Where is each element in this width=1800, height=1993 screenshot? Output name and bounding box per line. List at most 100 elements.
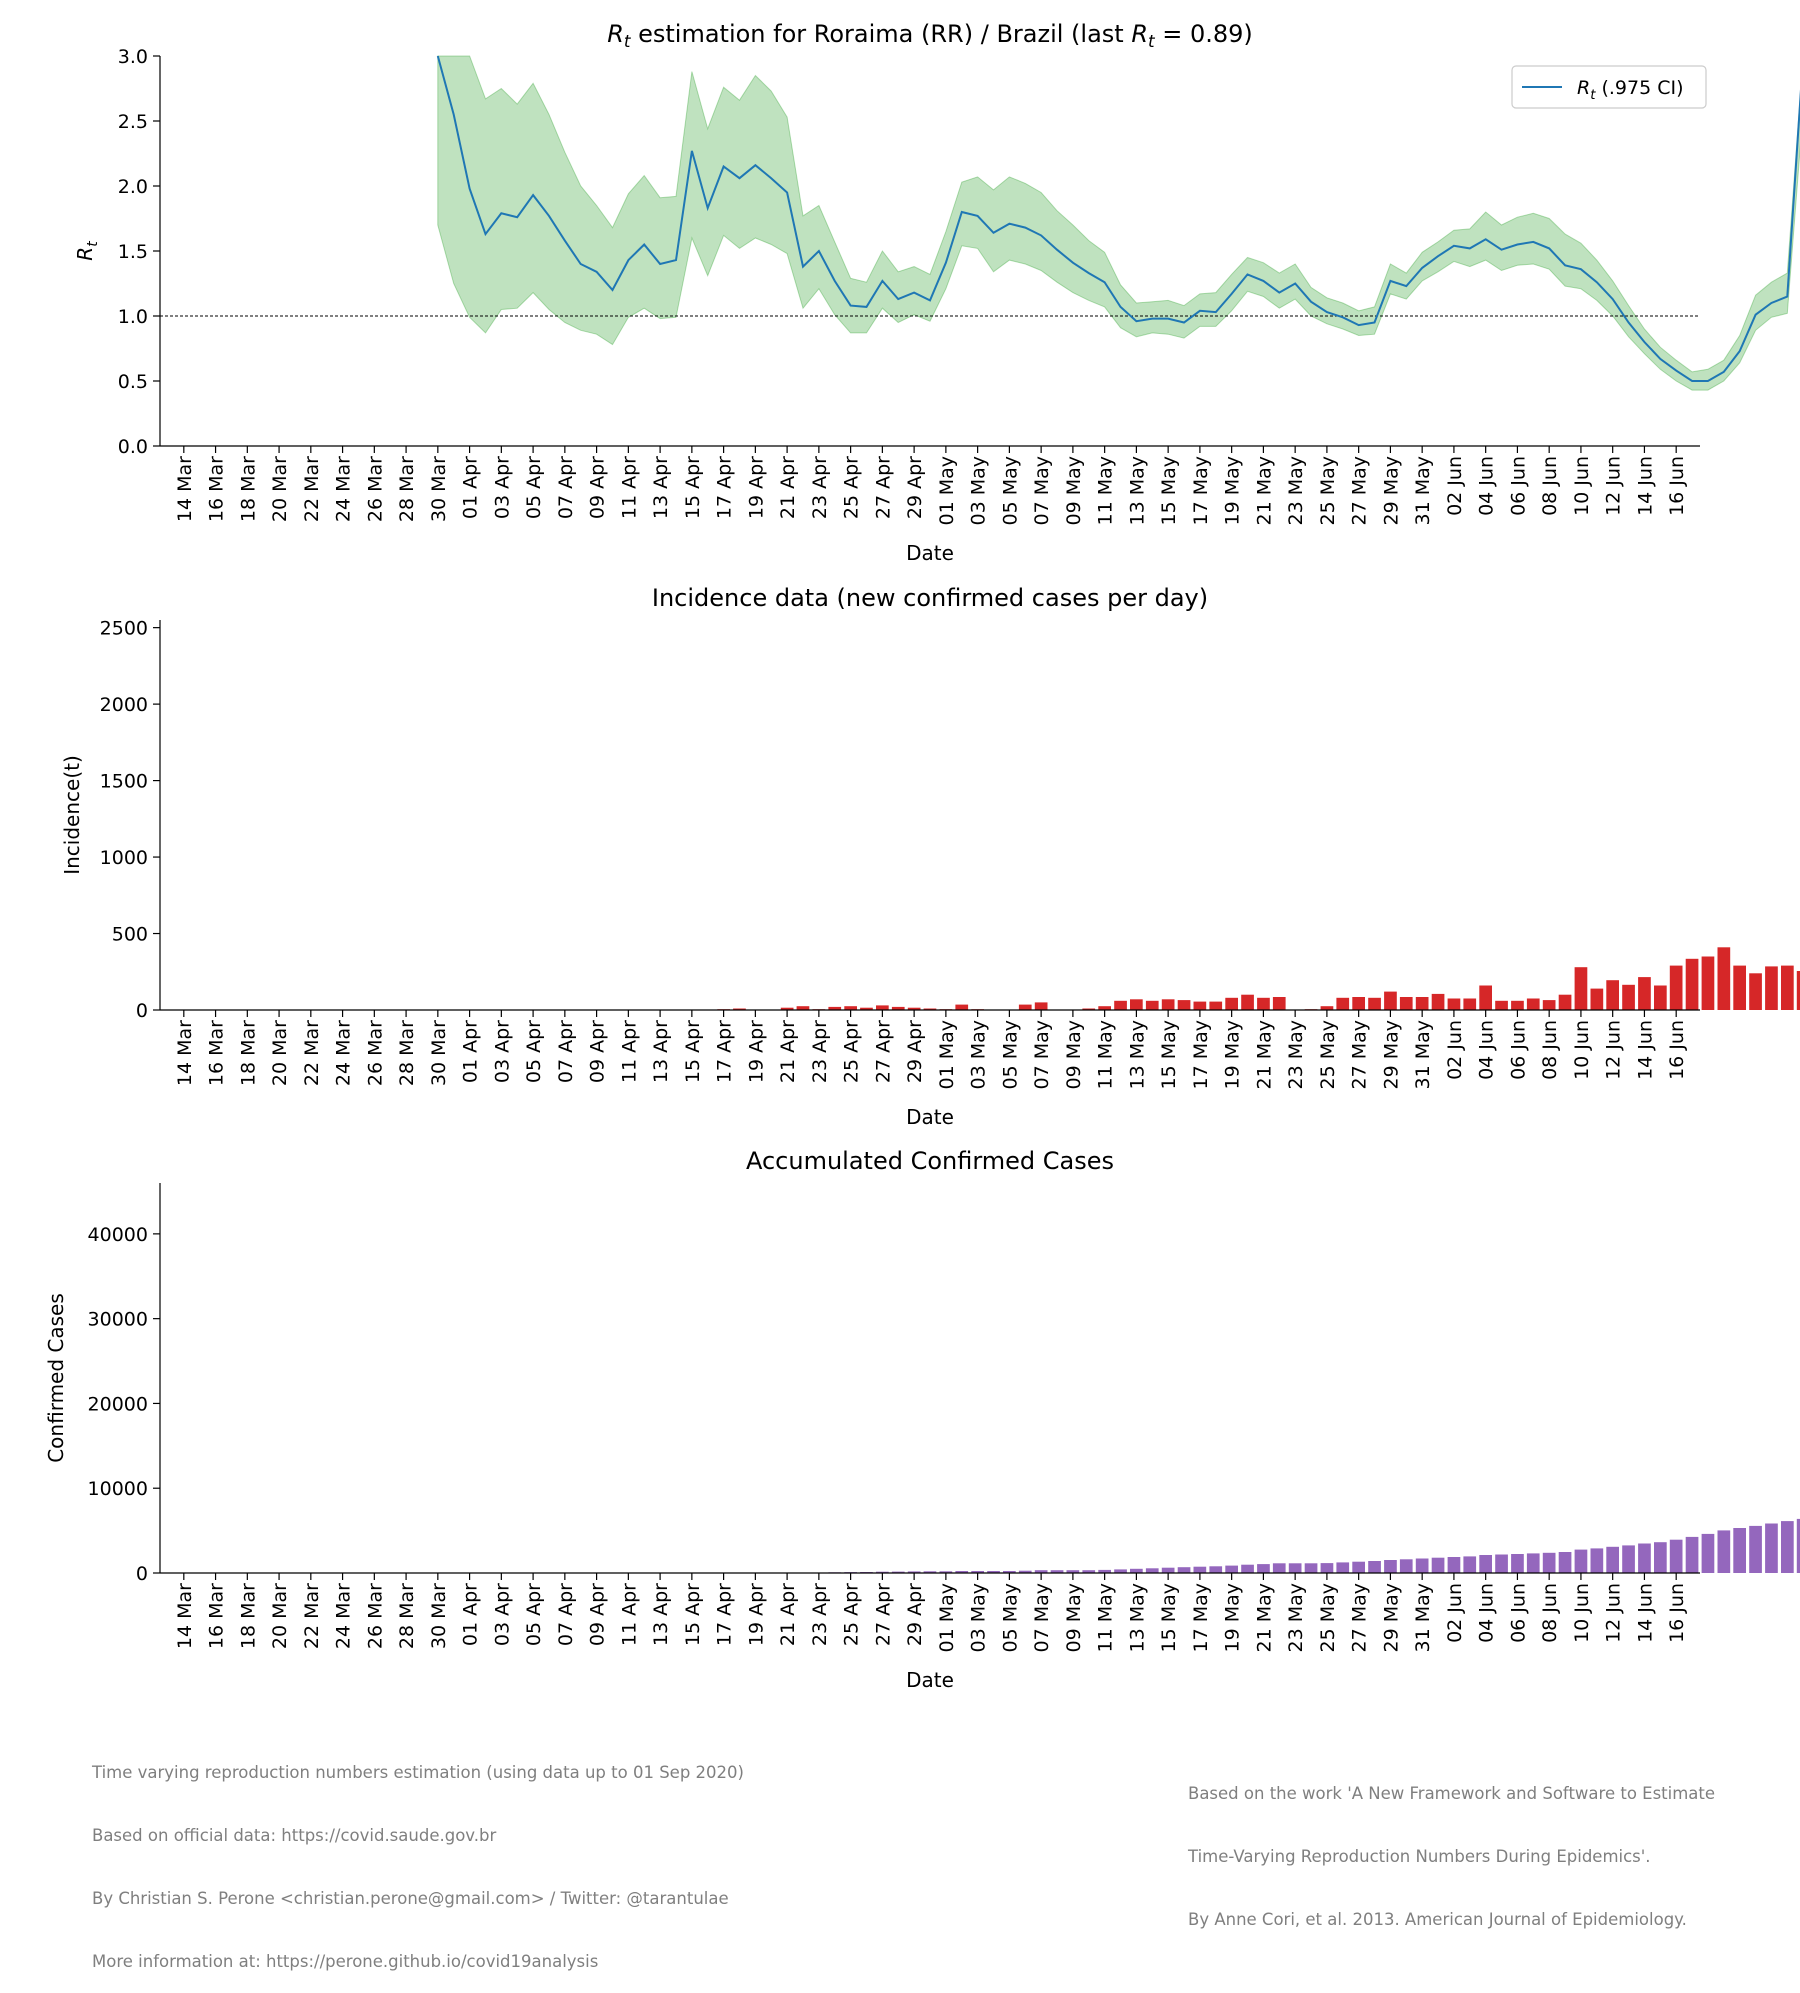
bar — [1527, 999, 1540, 1011]
x-tick-label: 11 Apr — [618, 456, 640, 519]
bar — [1765, 1524, 1778, 1574]
y-tick-label: 10000 — [88, 1478, 148, 1500]
x-tick-label: 06 Jun — [1507, 1020, 1529, 1080]
x-tick-label: 21 Apr — [777, 456, 799, 519]
rt-point — [1278, 292, 1280, 294]
x-tick-label: 12 Jun — [1603, 1583, 1625, 1643]
bar — [1336, 998, 1349, 1010]
rt-point — [1532, 241, 1534, 243]
y-tick-label: 0 — [136, 1000, 148, 1022]
x-tick-label: 10 Jun — [1571, 456, 1593, 516]
x-tick-label: 16 Jun — [1666, 456, 1688, 516]
x-tick-label: 19 Apr — [745, 456, 767, 519]
bar — [1606, 1547, 1619, 1573]
rt-point — [754, 164, 756, 166]
x-tick-label: 09 May — [1063, 1020, 1085, 1090]
rt-point — [596, 271, 598, 273]
text-span: R — [1577, 77, 1590, 99]
bar — [1321, 1563, 1334, 1573]
x-tick-label: 29 May — [1380, 1020, 1402, 1090]
footer-left-line: Time varying reproduction numbers estima… — [92, 1762, 744, 1783]
bar — [1495, 1555, 1508, 1574]
bar — [1225, 998, 1238, 1010]
x-tick-label: 11 May — [1095, 1020, 1117, 1090]
x-tick-label: 08 Jun — [1539, 456, 1561, 516]
x-tick-label: 24 Mar — [333, 456, 355, 522]
bar — [1622, 1545, 1635, 1573]
x-tick-label: 16 Mar — [206, 1020, 228, 1086]
bar — [876, 1005, 889, 1010]
x-tick-label: 13 May — [1126, 1020, 1148, 1090]
bar — [1559, 1552, 1572, 1573]
bar — [1686, 1537, 1699, 1573]
x-tick-label: 10 Jun — [1571, 1020, 1593, 1080]
x-tick-label: 21 May — [1253, 1020, 1275, 1090]
bar — [1591, 1548, 1604, 1573]
bar — [1019, 1005, 1032, 1010]
rt-point — [993, 232, 995, 234]
rt-point — [1580, 268, 1582, 270]
x-tick-label: 05 Apr — [523, 456, 545, 519]
y-tick-label: 2.0 — [118, 176, 148, 198]
text-span: R — [1131, 20, 1148, 48]
bar — [1559, 995, 1572, 1010]
chart-panel-1: Rt estimation for Roraima (RR) / Brazil … — [73, 20, 1800, 565]
bar — [1575, 967, 1588, 1010]
x-tick-label: 04 Jun — [1476, 1020, 1498, 1080]
rt-point — [437, 55, 439, 57]
footer-right-line: By Anne Cori, et al. 2013. American Jour… — [1188, 1909, 1715, 1930]
footer-left-line: By Christian S. Perone <christian.perone… — [92, 1888, 744, 1909]
rt-point — [866, 306, 868, 308]
x-tick-label: 19 May — [1222, 1583, 1244, 1653]
rt-point — [1262, 280, 1264, 282]
x-tick-label: 05 May — [999, 1583, 1021, 1653]
x-tick-label: 23 May — [1285, 1020, 1307, 1090]
rt-point — [1088, 272, 1090, 274]
x-tick-label: 13 Apr — [650, 456, 672, 519]
x-tick-label: 05 May — [999, 456, 1021, 526]
bar — [1702, 957, 1715, 1011]
bar — [1162, 1568, 1175, 1573]
footer-left: Time varying reproduction numbers estima… — [92, 1720, 744, 1993]
rt-point — [1501, 249, 1503, 251]
bar — [1686, 959, 1699, 1010]
x-tick-label: 29 Apr — [904, 456, 926, 519]
x-tick-label: 11 May — [1095, 1583, 1117, 1653]
bar — [1543, 1553, 1556, 1573]
x-tick-label: 01 Apr — [460, 1020, 482, 1083]
x-tick-label: 10 Jun — [1571, 1583, 1593, 1643]
y-axis-label: Rt — [73, 241, 101, 261]
rt-point — [1183, 322, 1185, 324]
rt-point — [961, 211, 963, 213]
x-tick-label: 05 Apr — [523, 1020, 545, 1083]
bar — [1273, 997, 1286, 1010]
x-tick-label: 18 Mar — [237, 1583, 259, 1649]
x-tick-label: 17 May — [1190, 1020, 1212, 1090]
text-span: t — [85, 241, 101, 247]
bar — [1352, 1562, 1365, 1573]
y-tick-label: 1500 — [100, 771, 148, 793]
bar — [1241, 1565, 1254, 1573]
x-tick-label: 07 May — [1031, 1020, 1053, 1090]
x-tick-label: 06 Jun — [1507, 456, 1529, 516]
rt-point — [500, 212, 502, 214]
x-tick-label: 13 May — [1126, 1583, 1148, 1653]
x-tick-label: 03 Apr — [491, 1020, 513, 1083]
x-tick-label: 22 Mar — [301, 1020, 323, 1086]
x-tick-label: 09 May — [1063, 456, 1085, 526]
bar — [1638, 977, 1651, 1010]
bar — [1432, 1558, 1445, 1573]
rt-point — [945, 262, 947, 264]
x-tick-label: 15 May — [1158, 1583, 1180, 1653]
rt-point — [739, 177, 741, 179]
bar — [1781, 966, 1794, 1010]
rt-point — [1453, 245, 1455, 247]
x-tick-label: 22 Mar — [301, 456, 323, 522]
x-tick-label: 06 Jun — [1507, 1583, 1529, 1643]
footer-left-line: Based on official data: https://covid.sa… — [92, 1825, 744, 1846]
chart-title: Accumulated Confirmed Cases — [746, 1147, 1114, 1175]
rt-point — [1437, 255, 1439, 257]
bar — [1511, 1001, 1524, 1010]
rt-point — [977, 215, 979, 217]
y-tick-label: 3.0 — [118, 46, 148, 68]
